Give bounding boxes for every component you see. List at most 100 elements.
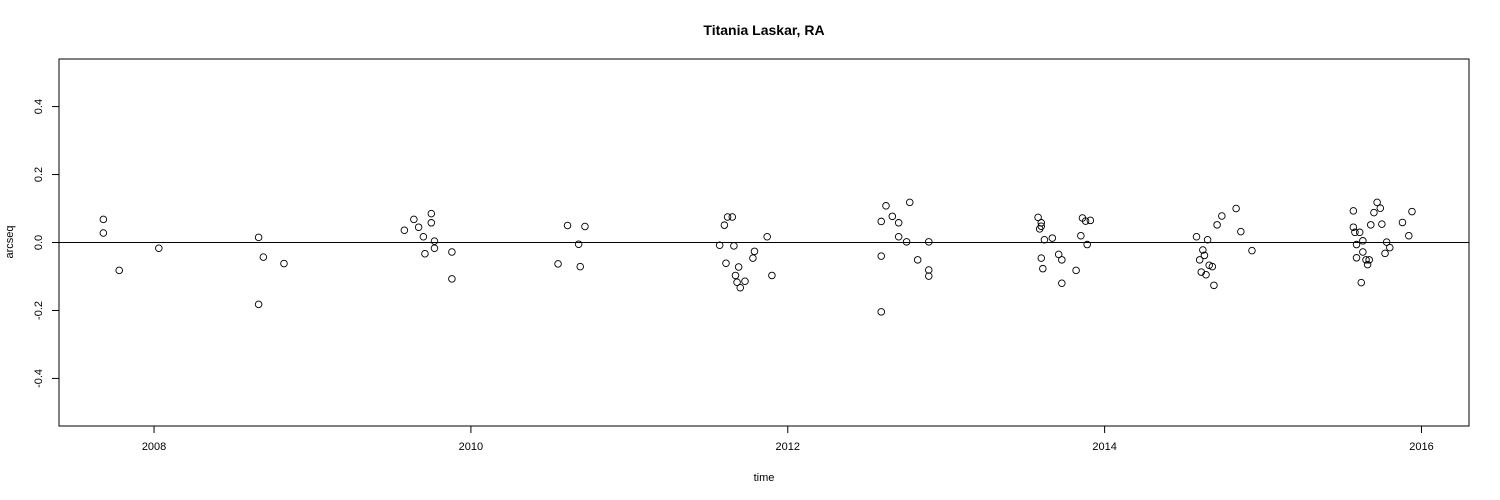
data-point: [736, 283, 744, 292]
data-point: [730, 242, 738, 250]
y-axis: -0.4 -0.2 0.0 0.2 0.4: [33, 99, 60, 388]
data-point: [925, 266, 933, 274]
data-point: [254, 233, 263, 242]
data-point: [768, 271, 776, 280]
data-point: [1352, 240, 1361, 249]
data-point: [430, 244, 439, 253]
x-tick-label: 2014: [1092, 441, 1116, 453]
data-point: [1370, 208, 1378, 217]
data-point: [877, 252, 885, 260]
data-point: [728, 213, 737, 221]
data-point: [925, 238, 933, 246]
data-point: [1382, 238, 1391, 246]
data-point: [581, 222, 589, 231]
data-point: [563, 221, 572, 230]
data-point: [427, 219, 436, 227]
data-point: [1200, 251, 1209, 260]
data-point: [741, 277, 749, 285]
data-point: [1359, 237, 1367, 245]
data-point: [430, 237, 439, 245]
x-axis-label: time: [754, 472, 775, 484]
data-point: [1037, 222, 1045, 230]
y-tick-label: -0.2: [33, 301, 45, 320]
data-point: [574, 240, 583, 248]
y-tick-label: -0.4: [33, 369, 45, 388]
data-point: [894, 219, 903, 227]
data-point: [254, 300, 263, 309]
x-tick-label: 2012: [776, 441, 800, 453]
data-point: [1040, 236, 1049, 244]
data-point: [1237, 227, 1245, 236]
data-point: [1037, 219, 1045, 227]
data-point: [1203, 236, 1212, 244]
data-point: [448, 275, 456, 283]
data-point: [715, 241, 724, 249]
data-point: [1058, 256, 1066, 264]
data-point: [894, 232, 903, 241]
chart-title: Titania Laskar, RA: [703, 22, 824, 38]
data-point: [1192, 232, 1201, 241]
data-point: [1408, 207, 1416, 216]
data-point: [1210, 281, 1218, 290]
data-point: [115, 266, 123, 275]
data-point: [99, 229, 108, 237]
data-point: [913, 256, 922, 264]
data-point: [1213, 221, 1221, 229]
data-point: [763, 232, 771, 241]
data-point: [1373, 198, 1381, 207]
data-point: [733, 278, 741, 287]
data-point: [1398, 218, 1407, 227]
data-point: [1359, 248, 1367, 256]
data-point: [734, 263, 743, 271]
data-point: [1357, 278, 1366, 287]
data-point: [448, 248, 456, 256]
data-point: [750, 247, 759, 256]
data-point: [400, 226, 409, 235]
y-tick-label: 0.2: [33, 167, 45, 182]
data-point: [1083, 240, 1091, 249]
data-point: [925, 272, 933, 280]
data-point: [421, 249, 429, 258]
y-axis-label: arcseq: [4, 225, 16, 258]
data-point: [414, 223, 423, 231]
y-tick-label: 0.0: [33, 235, 45, 250]
data-point: [1077, 231, 1085, 240]
data-point: [1386, 243, 1394, 252]
x-tick-label: 2010: [459, 441, 483, 453]
data-point: [576, 262, 584, 271]
data-point: [1202, 271, 1210, 279]
data-point: [1218, 212, 1226, 220]
data-point: [1034, 213, 1042, 222]
data-point: [1362, 256, 1370, 264]
data-point: [1232, 204, 1240, 213]
data-point: [1048, 234, 1057, 242]
data-point: [1037, 254, 1045, 262]
data-point: [1058, 279, 1066, 288]
data-point: [155, 244, 163, 253]
data-point: [99, 215, 108, 224]
data-point: [1365, 256, 1373, 264]
data-point: [1355, 228, 1364, 237]
data-point: [259, 253, 268, 261]
data-point: [1376, 204, 1385, 212]
data-point: [1378, 220, 1386, 228]
data-point: [877, 217, 885, 226]
data-point: [720, 221, 729, 229]
data-point: [1195, 256, 1204, 264]
data-point: [1352, 254, 1361, 262]
data-point: [877, 308, 885, 316]
data-point: [1381, 249, 1389, 258]
data-point: [1072, 266, 1080, 275]
data-point: [1054, 250, 1063, 259]
x-tick-label: 2008: [142, 441, 166, 453]
x-tick-label: 2016: [1409, 441, 1433, 453]
y-tick-label: 0.4: [33, 99, 45, 114]
x-axis: 2008 2010 2012 2014 2016: [142, 425, 1434, 453]
data-point: [1248, 246, 1256, 255]
data-point: [1405, 231, 1413, 240]
data-point: [722, 259, 730, 267]
data-point: [1039, 264, 1047, 273]
data-point: [1199, 246, 1207, 254]
data-point: [749, 254, 757, 262]
